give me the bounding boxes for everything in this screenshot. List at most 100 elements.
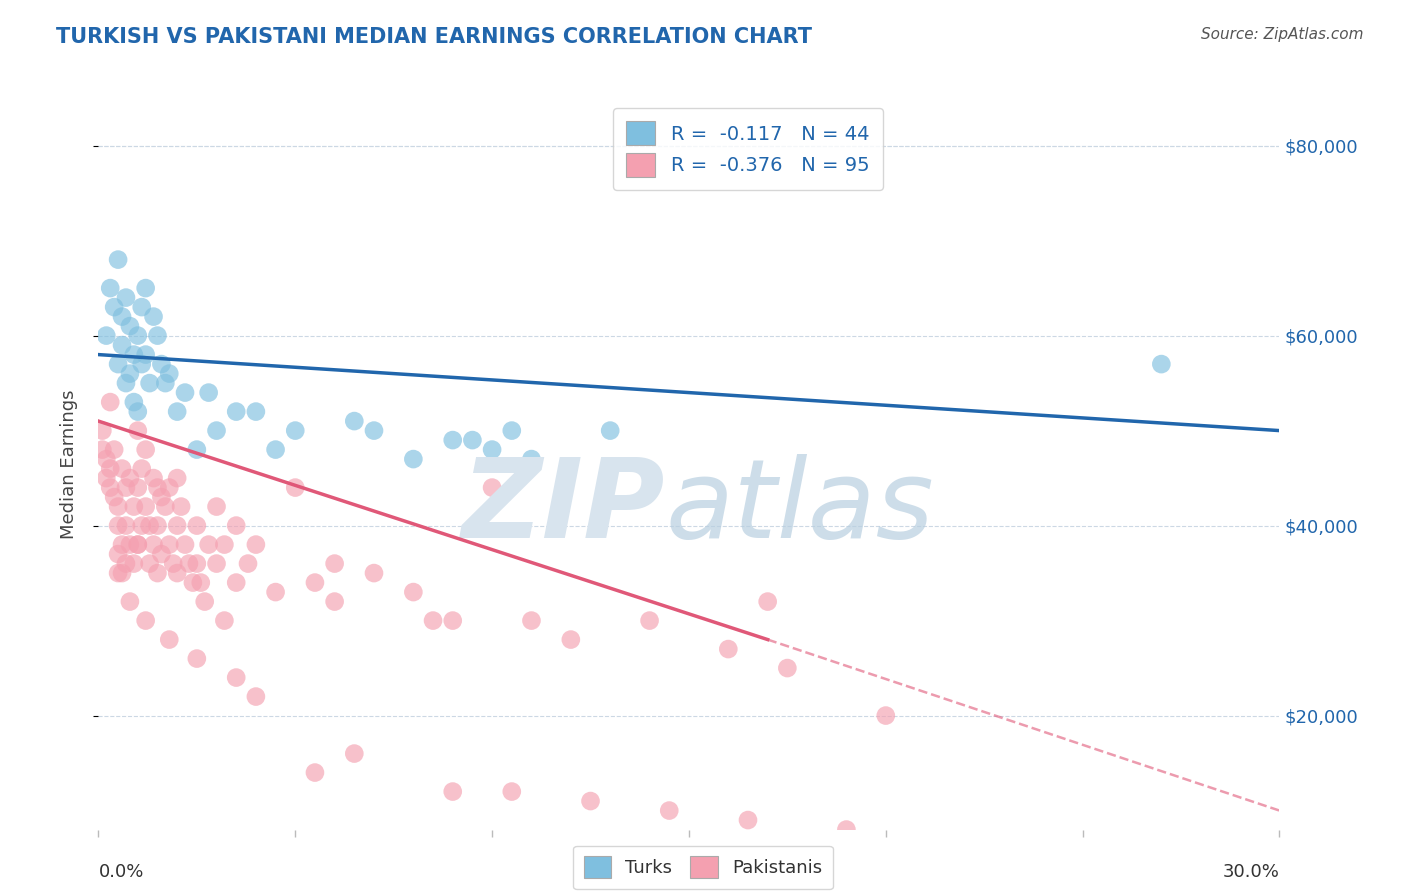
Point [343,747,366,761]
Point [146,481,169,495]
Point [135,614,157,628]
Text: TURKISH VS PAKISTANI MEDIAN EARNINGS CORRELATION CHART: TURKISH VS PAKISTANI MEDIAN EARNINGS COR… [56,27,813,46]
Point [96,471,118,485]
Point [363,424,385,438]
Point [194,594,217,608]
Point [127,481,149,495]
Point [115,557,138,571]
Point [599,424,621,438]
Point [520,452,543,467]
Point [127,404,149,418]
Point [142,471,165,485]
Point [111,461,134,475]
Point [122,557,145,571]
Point [177,557,200,571]
Point [115,376,138,390]
Point [118,319,141,334]
Point [142,310,165,324]
Point [776,661,799,675]
Point [96,328,118,343]
Point [245,690,267,704]
Point [245,538,267,552]
Point [402,452,425,467]
Point [441,614,464,628]
Point [131,518,153,533]
Point [118,538,141,552]
Point [205,500,228,514]
Point [835,822,858,837]
Point [157,632,180,647]
Point [107,518,129,533]
Point [190,575,212,590]
Point [157,367,180,381]
Point [91,424,114,438]
Point [98,281,121,295]
Point [135,281,157,295]
Point [186,651,208,665]
Point [138,557,160,571]
Point [131,300,153,314]
Point [264,442,287,457]
Point [127,328,149,343]
Point [363,566,385,580]
Point [157,538,180,552]
Point [174,538,197,552]
Point [138,518,160,533]
Point [205,557,228,571]
Point [181,575,204,590]
Point [107,252,129,267]
Point [225,671,247,685]
Point [245,404,267,418]
Point [115,481,138,495]
Point [91,442,114,457]
Point [170,500,193,514]
Point [1150,357,1173,371]
Point [111,310,134,324]
Point [107,566,129,580]
Point [323,594,346,608]
Point [186,442,208,457]
Point [166,566,188,580]
Point [214,614,236,628]
Point [225,404,247,418]
Legend: Turks, Pakistanis: Turks, Pakistanis [574,846,832,889]
Point [103,300,125,314]
Point [103,442,125,457]
Point [155,500,177,514]
Point [658,804,681,818]
Point [560,632,582,647]
Point [186,518,208,533]
Point [186,557,208,571]
Point [98,461,121,475]
Point [166,471,188,485]
Point [146,328,169,343]
Point [98,395,121,409]
Point [142,538,165,552]
Point [264,585,287,599]
Point [115,291,138,305]
Point [304,575,326,590]
Point [122,348,145,362]
Point [155,376,177,390]
Point [236,557,259,571]
Point [146,518,169,533]
Point [501,424,523,438]
Point [402,585,425,599]
Point [481,481,503,495]
Point [481,442,503,457]
Point [118,594,141,608]
Point [441,433,464,447]
Text: 30.0%: 30.0% [1223,863,1279,880]
Point [127,538,149,552]
Point [157,481,180,495]
Point [197,538,219,552]
Point [579,794,602,808]
Point [131,461,153,475]
Point [135,500,157,514]
Point [166,518,188,533]
Point [111,338,134,352]
Point [111,566,134,580]
Point [501,784,523,798]
Point [225,575,247,590]
Point [284,481,307,495]
